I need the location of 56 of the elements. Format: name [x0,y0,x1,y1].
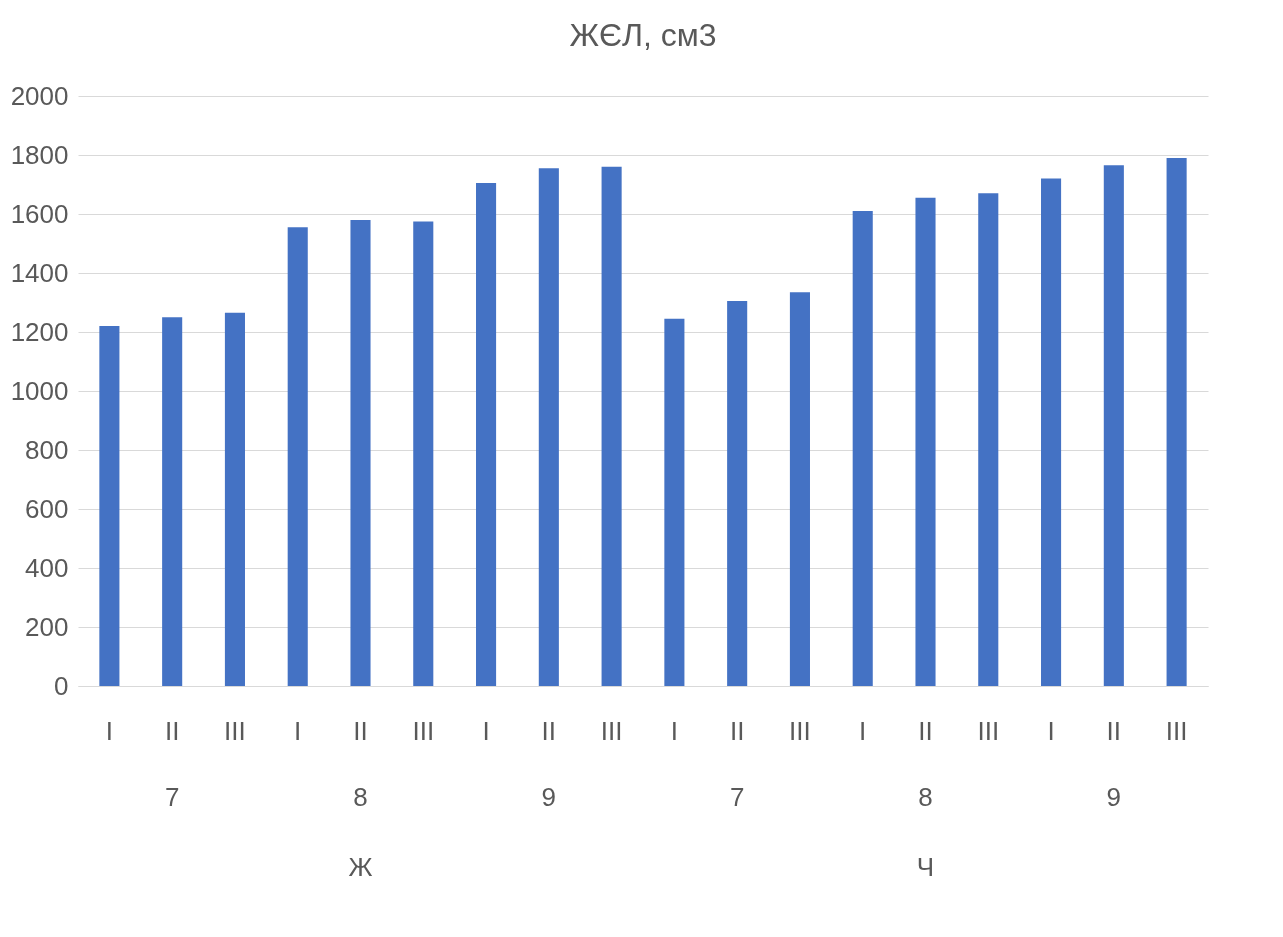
x-tick-label: I [1047,715,1055,746]
x-tick-label: II [729,715,745,746]
x-tick-label: I [105,715,114,746]
bar [852,211,873,686]
x-tick-label: II [353,715,368,746]
y-tick-label: 800 [25,434,69,465]
bar [350,219,371,686]
bar [538,168,559,686]
bar [664,318,685,686]
bar [727,301,748,686]
x-tick-label: III [412,715,435,746]
x-tick-label: II [1106,715,1122,746]
x-tick-label: II [164,715,180,746]
text: 9 [541,782,557,812]
y-tick-label: 1600 [10,198,69,229]
bar [287,227,308,686]
bar [1103,165,1124,686]
x-tick-label: II [918,715,933,746]
bar [1166,157,1187,686]
y-tick-label: 2000 [10,80,69,111]
x-tick-label: III [1165,715,1188,746]
text: 8 [918,782,933,812]
bar [978,193,999,686]
x-tick-label: I [482,715,490,746]
text: Ж [348,852,373,882]
x-tick-label: I [859,715,867,746]
text: 9 [1106,782,1122,812]
x-tick-label: III [977,715,1000,746]
y-tick-label: 400 [25,552,69,583]
x-tick-label: I [670,715,679,746]
chart-title: ЖЄЛ, см3 [569,17,717,53]
bar [413,221,434,686]
x-tick-label: III [789,715,811,746]
bar [99,326,120,686]
text: Ч [916,852,935,882]
x-tick-label: III [600,715,623,746]
bar [1041,178,1062,686]
x-tick-label: I [294,715,302,746]
y-tick-label: 200 [25,611,69,642]
y-tick-label: 1200 [10,316,69,347]
bar [162,317,183,686]
bar [224,312,245,686]
y-tick-label: 1800 [10,139,69,170]
y-tick-label: 0 [54,670,69,701]
text: 7 [164,782,180,812]
x-tick-label: II [541,715,557,746]
bar [476,183,497,686]
y-tick-label: 600 [25,493,69,524]
bar [789,292,810,686]
bar [915,197,936,686]
x-tick-label: III [224,715,246,746]
bar [601,166,622,686]
y-tick-label: 1400 [10,257,69,288]
text: 7 [729,782,745,812]
y-tick-label: 1000 [10,375,69,406]
text: 8 [353,782,368,812]
